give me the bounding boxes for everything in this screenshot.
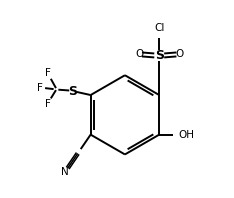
Text: S: S <box>68 85 77 98</box>
Text: OH: OH <box>178 130 194 140</box>
Text: F: F <box>37 83 43 93</box>
Text: O: O <box>135 50 143 59</box>
Text: O: O <box>175 50 183 59</box>
Text: S: S <box>155 49 164 62</box>
Text: Cl: Cl <box>154 23 165 33</box>
Text: F: F <box>45 99 51 109</box>
Text: N: N <box>61 167 69 177</box>
Text: F: F <box>45 68 51 78</box>
